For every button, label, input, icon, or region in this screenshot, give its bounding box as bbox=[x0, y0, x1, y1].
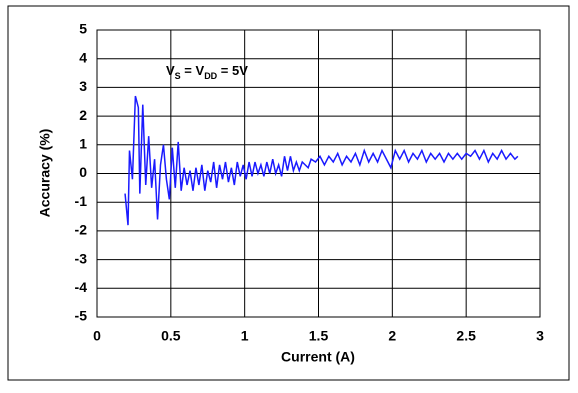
x-tick-label: 1.5 bbox=[309, 328, 329, 344]
x-tick-label: 2.5 bbox=[456, 328, 476, 344]
y-tick-label: 2 bbox=[79, 107, 87, 123]
data-line bbox=[124, 95, 519, 226]
x-axis-label: Current (A) bbox=[281, 349, 355, 365]
annotation-part: = V bbox=[181, 63, 205, 78]
y-tick-label: 5 bbox=[79, 21, 87, 37]
y-tick-label: -5 bbox=[75, 308, 88, 324]
y-tick-label: 4 bbox=[79, 49, 87, 65]
y-tick-label: -1 bbox=[75, 193, 88, 209]
x-tick-label: 2 bbox=[388, 328, 396, 344]
y-tick-label: 1 bbox=[79, 136, 87, 152]
plot-frame bbox=[96, 29, 541, 318]
y-tick-label: 0 bbox=[79, 164, 87, 180]
x-tick-label: 3 bbox=[536, 328, 544, 344]
x-tick-label: 0.5 bbox=[161, 328, 181, 344]
x-tick-label: 0 bbox=[93, 328, 101, 344]
annotation-part: S bbox=[175, 71, 181, 81]
y-tick-label: -4 bbox=[75, 279, 88, 295]
x-tick-label: 1 bbox=[241, 328, 249, 344]
annotation-part: = 5V bbox=[217, 63, 248, 78]
y-tick-label: -2 bbox=[75, 222, 88, 238]
annotation-part: DD bbox=[204, 71, 217, 81]
y-tick-label: -3 bbox=[75, 250, 88, 266]
outer-frame bbox=[7, 5, 570, 381]
y-tick-label: 3 bbox=[79, 78, 87, 94]
y-axis-label: Accuracy (%) bbox=[37, 129, 53, 218]
